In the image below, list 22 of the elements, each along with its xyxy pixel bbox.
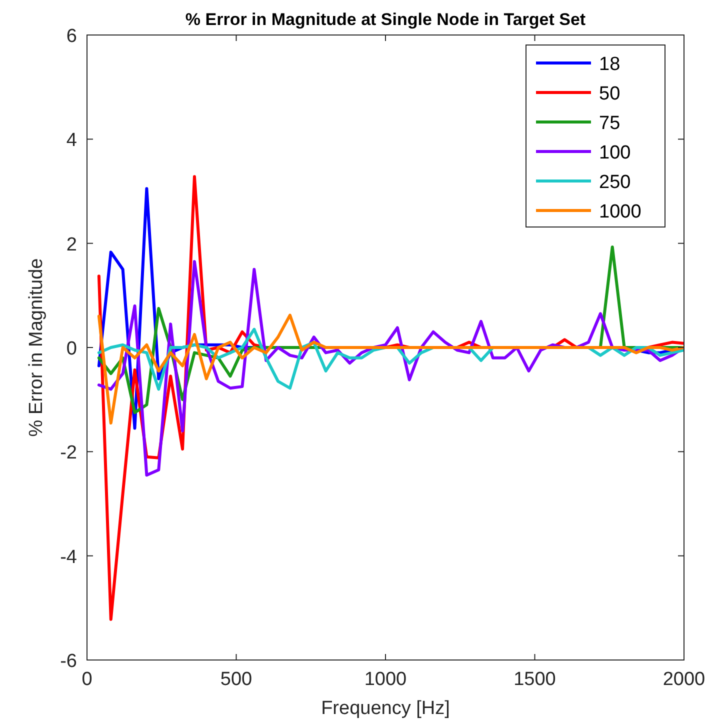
y-tick-label: 2 [66,234,77,256]
legend-label: 18 [599,54,620,75]
y-tick-label: 6 [66,26,77,47]
chart-title: % Error in Magnitude at Single Node in Target Set [185,10,586,29]
x-tick-label: 500 [220,669,252,690]
y-tick-label: -4 [60,546,78,568]
legend-label: 75 [599,113,620,134]
x-tick-label: 1000 [364,669,407,690]
y-tick-label: -6 [60,651,77,672]
x-tick-label: 2000 [662,669,706,690]
x-tick-label: 0 [82,669,92,690]
x-tick-label: 1500 [514,669,556,690]
y-tick-label: -2 [60,442,77,464]
x-axis-title: Frequency [Hz] [321,698,450,719]
y-tick-label: 4 [66,130,78,152]
line-series [97,314,684,425]
y-axis-title: % Error in Magnitude [26,258,47,437]
y-tick-label: 0 [66,338,77,360]
legend-label: 250 [599,172,631,193]
legend-label: 1000 [599,202,642,222]
legend-label: 100 [599,142,631,164]
legend-label: 50 [599,84,620,104]
